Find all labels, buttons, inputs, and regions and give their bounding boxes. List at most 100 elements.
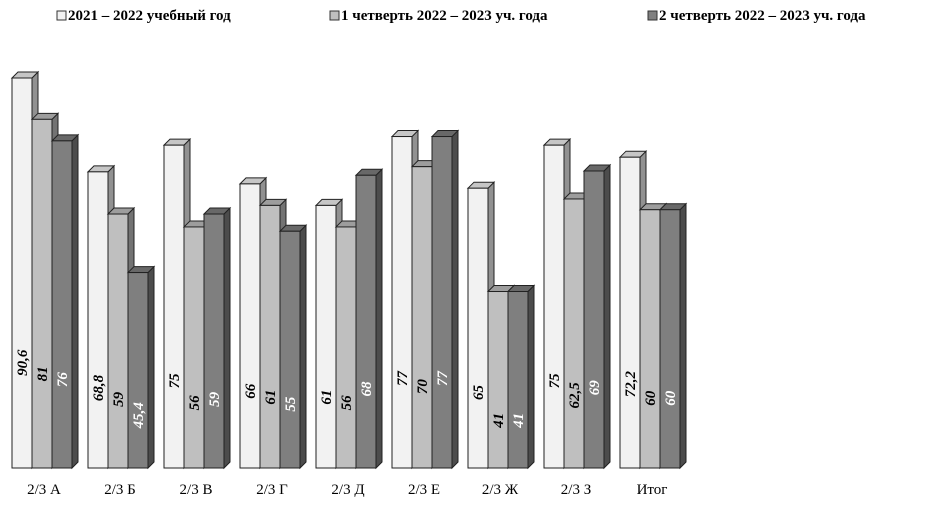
bar-side — [299, 224, 307, 470]
bar: 69 — [582, 163, 612, 470]
category-label: 2/3 А — [27, 482, 61, 498]
data-label: 75 — [547, 373, 563, 389]
bar-side — [527, 284, 535, 470]
bar-front — [107, 213, 129, 469]
bar-front — [11, 77, 33, 469]
bar-front — [355, 174, 377, 469]
bar: 77 — [430, 129, 460, 470]
data-label: 55 — [283, 396, 299, 412]
bar-front — [259, 204, 281, 469]
bar-front — [239, 183, 261, 469]
data-label: 61 — [263, 390, 279, 405]
bar-side — [679, 202, 687, 470]
bar-front — [51, 140, 73, 469]
bar-front — [563, 198, 585, 469]
bar-front — [467, 187, 489, 469]
data-label: 45,4 — [131, 402, 147, 430]
data-label: 59 — [111, 391, 127, 407]
bar: 45,4 — [126, 265, 156, 470]
category-label: 2/3 Д — [331, 482, 364, 498]
data-label: 56 — [339, 395, 355, 411]
category-label: 2/3 Г — [256, 482, 288, 498]
chart-legend: 2021 – 2022 учебный год 1 четверть 2022 –… — [56, 8, 866, 24]
bar-group: 90,6 81 76 — [10, 70, 80, 470]
legend-swatch-3 — [647, 10, 658, 21]
bar-front — [639, 209, 661, 469]
data-label: 70 — [415, 379, 431, 395]
legend-label-1: 2021 – 2022 учебный год — [68, 8, 231, 24]
data-label: 61 — [319, 390, 335, 405]
data-label: 66 — [243, 383, 259, 399]
bar-side — [451, 129, 459, 470]
bar-group: 72,260 60 — [618, 149, 688, 470]
bar-front — [431, 136, 453, 469]
bar: 60 — [658, 202, 688, 470]
bar-front — [507, 291, 529, 469]
bar-side — [147, 265, 155, 470]
bar-front — [127, 272, 149, 469]
bar-side — [71, 133, 79, 470]
bar-side — [223, 206, 231, 470]
bar-front — [659, 209, 681, 469]
bar-front — [619, 156, 641, 469]
data-label: 69 — [587, 380, 603, 396]
data-label: 90,6 — [15, 349, 31, 376]
category-label: 2/3 З — [561, 482, 591, 498]
data-label: 76 — [55, 372, 71, 388]
bar: 55 — [278, 224, 308, 470]
data-label: 59 — [207, 391, 223, 407]
category-label: 2/3 Е — [408, 482, 440, 498]
legend-swatch-2 — [329, 10, 340, 21]
data-label: 60 — [663, 390, 679, 406]
category-label: Итог — [637, 482, 668, 498]
legend-swatch-1 — [56, 10, 67, 21]
data-label: 77 — [435, 371, 451, 387]
data-label: 68,8 — [91, 374, 107, 401]
category-label: 2/3 Ж — [482, 482, 519, 498]
bar-front — [203, 213, 225, 469]
bar-front — [487, 291, 509, 469]
data-label: 68 — [359, 381, 375, 397]
data-label: 41 — [511, 413, 527, 429]
data-label: 56 — [187, 395, 203, 411]
bar-front — [163, 144, 185, 469]
data-label: 65 — [471, 384, 487, 400]
bar: 59 — [202, 206, 232, 470]
bar: 41 — [506, 284, 536, 470]
bar-front — [335, 226, 357, 469]
data-label: 72,2 — [623, 370, 639, 397]
data-label: 41 — [491, 413, 507, 429]
bar-front — [543, 144, 565, 469]
data-label: 77 — [395, 371, 411, 387]
bar: 76 — [50, 133, 80, 470]
bar-front — [583, 170, 605, 469]
bar-group: 66 61 55 — [238, 176, 308, 470]
category-label: 2/3 В — [180, 482, 213, 498]
bar: 68 — [354, 168, 384, 470]
bar-front — [183, 226, 205, 469]
bar-front — [279, 230, 301, 469]
bar-front — [87, 171, 109, 469]
bar-front — [315, 204, 337, 469]
data-label: 75 — [167, 373, 183, 389]
data-label: 60 — [643, 390, 659, 406]
bar-front — [391, 136, 413, 469]
bar-side — [603, 163, 611, 470]
bar-side — [375, 168, 383, 470]
data-label: 62,5 — [567, 382, 583, 409]
category-label: 2/3 Б — [104, 482, 136, 498]
data-label: 81 — [35, 366, 51, 381]
bar-front — [31, 118, 53, 469]
legend-label-3: 2 четверть 2022 – 2023 уч. года — [659, 8, 866, 24]
category-labels: 2/3 А 2/3 Б 2/3 В 2/3 Г 2/3 Д 2/3 Е 2/3 Ж 2/3 З… — [27, 482, 667, 498]
legend-label-2: 1 четверть 2022 – 2023 уч. года — [341, 8, 548, 24]
bar-front — [411, 166, 433, 469]
